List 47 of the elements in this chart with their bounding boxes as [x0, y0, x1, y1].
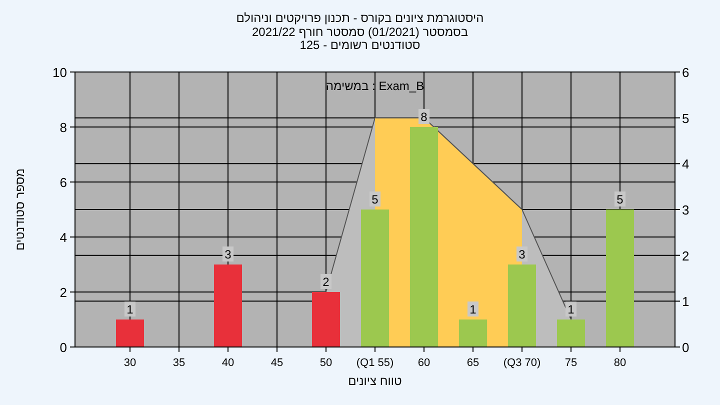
bar [606, 210, 634, 347]
data-label: 2 [322, 275, 330, 289]
y2-tick-label: 6 [682, 65, 690, 80]
x-tick-label: 35 [172, 357, 186, 369]
data-label: 5 [372, 192, 379, 206]
data-label: 8 [420, 110, 428, 124]
x-tick-label: (Q3 70) [503, 357, 541, 369]
bar [557, 320, 585, 347]
bar [312, 292, 340, 347]
x-axis-title: טווח ציונים [348, 374, 402, 388]
bar [459, 320, 487, 347]
x-tick-label: (Q1 55) [356, 357, 394, 369]
bar [410, 127, 438, 347]
y-tick-label: 10 [52, 65, 67, 80]
y2-tick-label: 3 [682, 202, 690, 218]
chart-subtitle: בסמסטר (01/2021) סמסטר חורף 2021/22 סטודנטים רשומים - 125 [252, 25, 468, 52]
y2-tick-label: 4 [682, 156, 690, 172]
x-tick-label: 45 [270, 357, 284, 369]
data-label: 1 [568, 302, 575, 316]
y-tick-label: 4 [60, 230, 67, 245]
x-tick-label: 65 [466, 357, 480, 369]
x-tick-label: 80 [614, 357, 626, 369]
y-tick-label: 6 [60, 175, 67, 190]
y2-tick-label: 5 [682, 110, 690, 126]
annotation: במשימה : Exam_B [326, 79, 424, 93]
data-label: 5 [616, 192, 624, 206]
bar [508, 264, 536, 347]
y-axis-title: מספר סטודנטים [13, 168, 27, 251]
bar [361, 210, 389, 347]
bar [214, 264, 242, 347]
data-label: 3 [224, 248, 232, 262]
y2-tick-label: 0 [682, 340, 690, 355]
bar [116, 320, 144, 347]
y2-tick-label: 2 [682, 248, 690, 264]
data-label: 3 [518, 248, 526, 262]
x-tick-label: 60 [418, 357, 430, 369]
y-tick-label: 0 [60, 340, 67, 355]
y-tick-label: 2 [60, 285, 67, 300]
y-tick-label: 8 [60, 120, 67, 135]
y2-tick-label: 1 [682, 294, 690, 310]
x-tick-label: 30 [124, 357, 136, 369]
x-tick-label: 75 [564, 357, 578, 369]
data-label: 1 [126, 302, 134, 316]
data-label: 1 [470, 302, 477, 316]
chart-title: היסטוגרמת ציונים בקורס - תכנון פרויקטים וניהולם [236, 11, 484, 25]
x-tick-label: 40 [222, 357, 234, 369]
x-tick-label: 50 [320, 357, 332, 369]
